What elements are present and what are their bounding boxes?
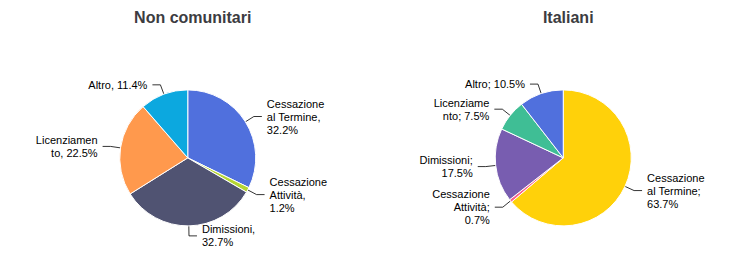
svg-text:Cessazione: Cessazione (267, 98, 324, 110)
svg-text:Cessazione: Cessazione (647, 172, 704, 184)
svg-text:nto; 7.5%: nto; 7.5% (443, 110, 490, 122)
svg-text:Italiani: Italiani (543, 9, 594, 26)
svg-text:al Termine;: al Termine; (647, 185, 701, 197)
svg-text:Dimissioni,: Dimissioni, (202, 223, 255, 235)
svg-text:Altro; 10.5%: Altro; 10.5% (465, 78, 525, 90)
svg-text:17.5%: 17.5% (442, 167, 473, 179)
svg-text:32.2%: 32.2% (267, 124, 298, 136)
svg-text:Cessazione: Cessazione (270, 176, 327, 188)
svg-text:Licenziame: Licenziame (434, 97, 490, 109)
svg-text:32.7%: 32.7% (202, 236, 233, 248)
svg-text:Cessazione: Cessazione (432, 188, 489, 200)
svg-text:Dimissioni;: Dimissioni; (420, 154, 473, 166)
svg-text:Attività,: Attività, (270, 189, 306, 201)
svg-text:Non comunitari: Non comunitari (134, 9, 251, 26)
svg-text:Licenziamen: Licenziamen (36, 134, 98, 146)
svg-text:Attività;: Attività; (454, 201, 490, 213)
svg-text:0.7%: 0.7% (465, 214, 490, 226)
svg-text:Altro, 11.4%: Altro, 11.4% (88, 79, 147, 91)
svg-text:to, 22.5%: to, 22.5% (51, 147, 98, 159)
svg-text:al Termine,: al Termine, (267, 111, 321, 123)
svg-text:63.7%: 63.7% (647, 198, 678, 210)
svg-text:1.2%: 1.2% (270, 202, 295, 214)
